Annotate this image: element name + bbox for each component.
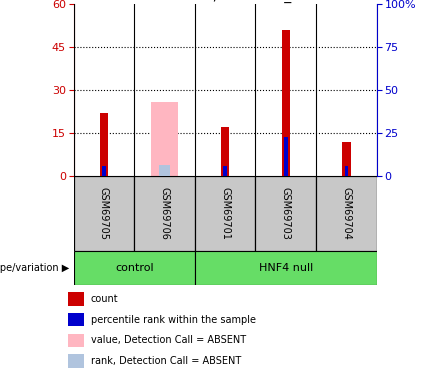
Bar (342, 142, 351, 176)
Text: GSM69701: GSM69701 (220, 188, 230, 240)
Bar (74, 251, 195, 285)
Bar (195, 176, 255, 251)
Bar (284, 138, 288, 176)
Bar (221, 128, 229, 176)
Text: control: control (115, 263, 154, 273)
Bar (102, 166, 106, 176)
Bar (151, 102, 178, 176)
Title: GDS1507 / 1422738_at: GDS1507 / 1422738_at (145, 0, 306, 3)
Text: value, Detection Call = ABSENT: value, Detection Call = ABSENT (90, 335, 246, 345)
Text: GSM69703: GSM69703 (281, 188, 291, 240)
Text: genotype/variation ▶: genotype/variation ▶ (0, 263, 69, 273)
Bar (255, 176, 316, 251)
Bar (316, 176, 377, 251)
Bar (68, 354, 84, 368)
Bar (195, 251, 377, 285)
Text: HNF4 null: HNF4 null (259, 263, 313, 273)
Text: GSM69704: GSM69704 (341, 188, 352, 240)
Bar (134, 176, 195, 251)
Bar (68, 334, 84, 347)
Bar (68, 313, 84, 326)
Bar (159, 165, 170, 176)
Bar (223, 166, 227, 176)
Text: GSM69705: GSM69705 (99, 187, 109, 240)
Text: count: count (90, 294, 118, 304)
Bar (100, 113, 108, 176)
Bar (281, 30, 290, 176)
Text: percentile rank within the sample: percentile rank within the sample (90, 315, 255, 325)
Text: rank, Detection Call = ABSENT: rank, Detection Call = ABSENT (90, 356, 241, 366)
Bar (345, 166, 348, 176)
Bar (74, 176, 134, 251)
Bar (68, 292, 84, 306)
Text: GSM69706: GSM69706 (159, 188, 170, 240)
